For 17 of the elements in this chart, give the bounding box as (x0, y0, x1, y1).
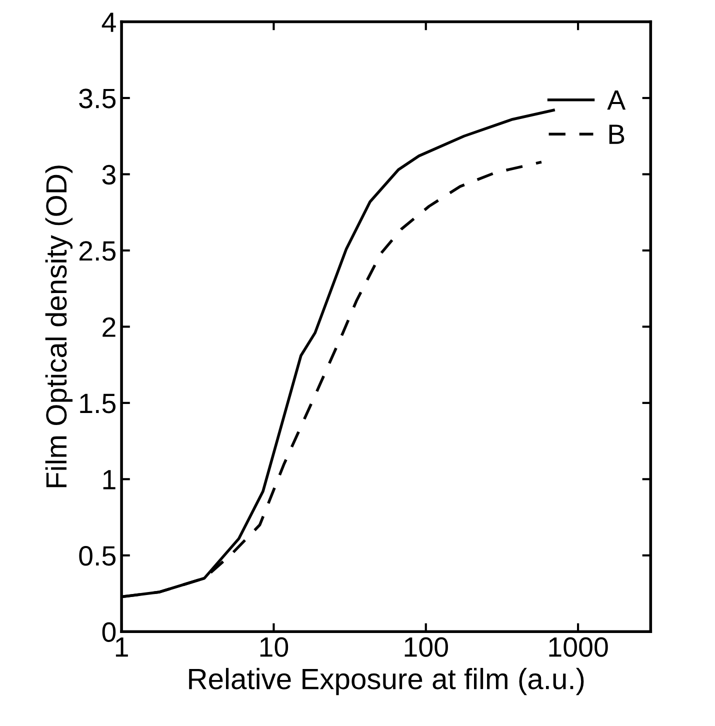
y-tick-label: 0 (102, 622, 116, 642)
x-tick-label: 1 (116, 638, 128, 657)
legend-label: B (609, 124, 624, 144)
x-tick-label: 100 (404, 637, 448, 657)
y-tick-label: 2 (102, 317, 116, 337)
y-tick-label: 3.5 (79, 88, 116, 108)
y-tick-label: 0.5 (79, 546, 116, 566)
y-tick-label: 3 (102, 164, 116, 185)
legend-label: A (607, 90, 626, 110)
x-tick-label: 1000 (549, 637, 608, 657)
x-tick-label: 10 (260, 637, 288, 657)
y-axis-title: Film Optical density (OD) (45, 166, 73, 488)
x-axis-title: Relative Exposure at film (a.u.) (189, 668, 584, 696)
y-tick-label: 4 (102, 12, 116, 32)
y-tick-label: 2.5 (79, 241, 116, 261)
y-tick-label: 1.5 (80, 394, 116, 414)
y-tick-label: 1 (103, 470, 116, 490)
